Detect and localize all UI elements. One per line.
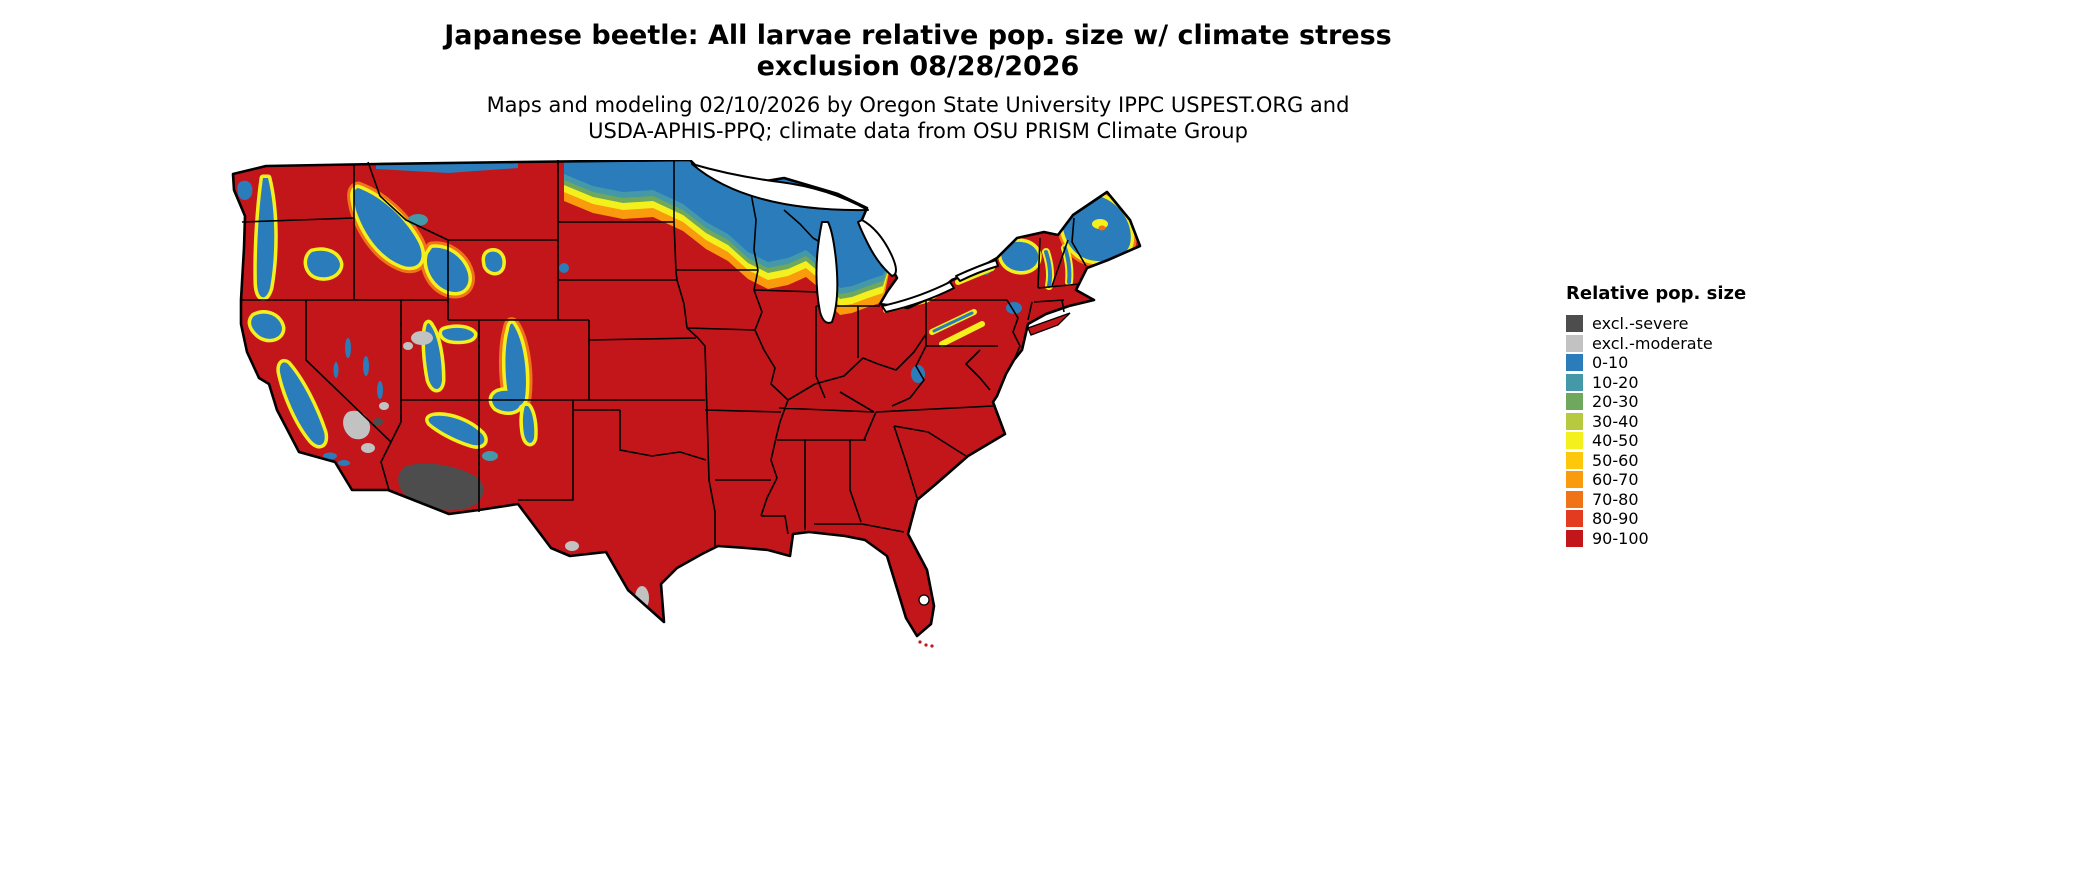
legend-swatch	[1566, 510, 1583, 527]
state-borders	[241, 160, 1087, 546]
lake-huron	[857, 219, 897, 277]
map-title: Japanese beetle: All larvae relative pop…	[0, 20, 1836, 82]
legend-swatch	[1566, 490, 1583, 508]
legend-item: 80-90	[1566, 510, 1826, 527]
legend-item: 30-40	[1566, 411, 1826, 431]
legend-label: 30-40	[1592, 411, 1639, 431]
legend-label: 40-50	[1592, 431, 1639, 450]
legend-swatch	[1566, 334, 1583, 352]
legend-item: excl.-moderate	[1566, 333, 1826, 353]
legend-item: 20-30	[1566, 393, 1826, 410]
legend-item: 50-60	[1566, 450, 1826, 470]
legend-label: excl.-moderate	[1592, 333, 1713, 353]
map-subtitle-line1: Maps and modeling 02/10/2026 by Oregon S…	[486, 93, 1350, 117]
us-map	[228, 158, 1143, 665]
legend-swatch	[1566, 315, 1583, 332]
legend-label: 70-80	[1592, 489, 1639, 509]
legend-label: 60-70	[1592, 470, 1639, 489]
us-map-svg	[231, 158, 1142, 648]
legend-items: excl.-severe excl.-moderate 0-10 10-20 20-30…	[1566, 315, 1826, 547]
legend: Relative pop. size excl.-severe excl.-mod…	[1566, 283, 1826, 549]
legend-label: 20-30	[1592, 392, 1639, 411]
legend-swatch	[1566, 373, 1583, 391]
excl-severe-regions	[373, 418, 484, 511]
map-subtitle: Maps and modeling 02/10/2026 by Oregon S…	[0, 92, 1836, 144]
legend-swatch	[1566, 451, 1583, 469]
legend-item: 70-80	[1566, 489, 1826, 509]
us-outline	[231, 158, 1142, 638]
legend-swatch	[1566, 432, 1583, 449]
legend-swatch	[1566, 471, 1583, 488]
legend-item: 40-50	[1566, 432, 1826, 449]
legend-item: 10-20	[1566, 372, 1826, 392]
long-island	[1027, 312, 1071, 336]
legend-swatch	[1566, 529, 1583, 547]
raster-regions	[233, 160, 1140, 636]
legend-item: excl.-severe	[1566, 315, 1826, 332]
map-title-line1: Japanese beetle: All larvae relative pop…	[444, 20, 1392, 51]
legend-label: 50-60	[1592, 450, 1639, 470]
map-title-line2: exclusion 08/28/2026	[756, 51, 1080, 82]
florida-keys	[918, 640, 934, 648]
lake-superior	[691, 163, 869, 212]
legend-label: excl.-severe	[1592, 314, 1689, 333]
legend-label: 80-90	[1592, 509, 1639, 528]
lake-erie	[881, 281, 955, 313]
legend-item: 0-10	[1566, 354, 1826, 371]
legend-swatch	[1566, 412, 1583, 430]
legend-swatch	[1566, 354, 1583, 371]
legend-item: 90-100	[1566, 528, 1826, 548]
pa-ridge-blue	[932, 311, 974, 333]
legend-item: 60-70	[1566, 471, 1826, 488]
blue-cores	[237, 178, 1039, 466]
lake-okeechobee	[918, 594, 930, 606]
legend-title: Relative pop. size	[1566, 283, 1747, 304]
legend-swatch	[1566, 393, 1583, 410]
legend-label: 0-10	[1592, 353, 1629, 372]
map-subtitle-line2: USDA-APHIS-PPQ; climate data from OSU PR…	[588, 119, 1248, 143]
legend-label: 10-20	[1592, 372, 1639, 392]
lake-ontario	[955, 259, 999, 282]
lake-michigan	[815, 221, 839, 324]
great-lakes	[691, 163, 999, 324]
legend-label: 90-100	[1592, 528, 1649, 548]
